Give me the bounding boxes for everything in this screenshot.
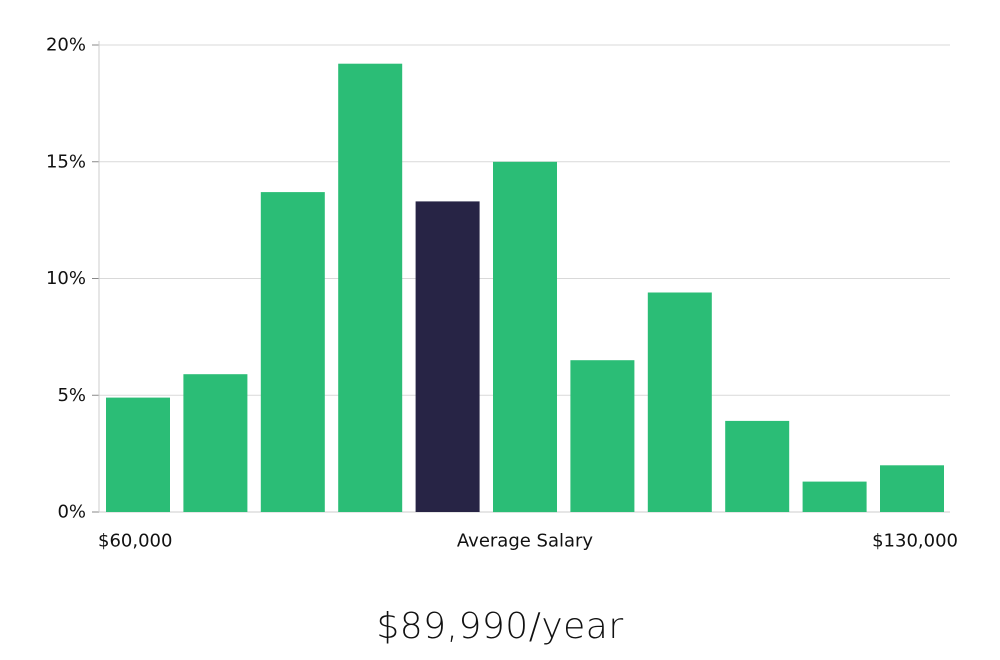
bar	[493, 161, 557, 513]
y-tick-label: 15%	[46, 151, 86, 172]
salary-histogram: 0% 5% 10% 15% 20% $60,000 Average Salary $13…	[46, 35, 958, 552]
x-label-max: $130,000	[872, 531, 958, 552]
highlighted-bar	[415, 201, 480, 512]
y-tick-label: 10%	[46, 268, 86, 289]
bar	[725, 420, 790, 512]
bar	[183, 374, 248, 512]
bar	[802, 481, 867, 512]
y-axis-ticks: 0% 5% 10% 15% 20%	[46, 35, 99, 523]
bar	[880, 465, 944, 512]
bar	[647, 292, 712, 512]
average-salary-value: $89,990/year	[376, 606, 624, 647]
bar	[260, 192, 325, 512]
y-tick-label: 20%	[46, 35, 86, 56]
x-label-center: Average Salary	[457, 531, 594, 552]
y-tick-label: 5%	[57, 385, 86, 406]
bar	[570, 360, 635, 512]
y-tick-label: 0%	[57, 502, 86, 523]
bar	[106, 397, 170, 512]
x-label-min: $60,000	[98, 531, 172, 552]
bar	[338, 63, 403, 512]
bars	[106, 63, 944, 513]
